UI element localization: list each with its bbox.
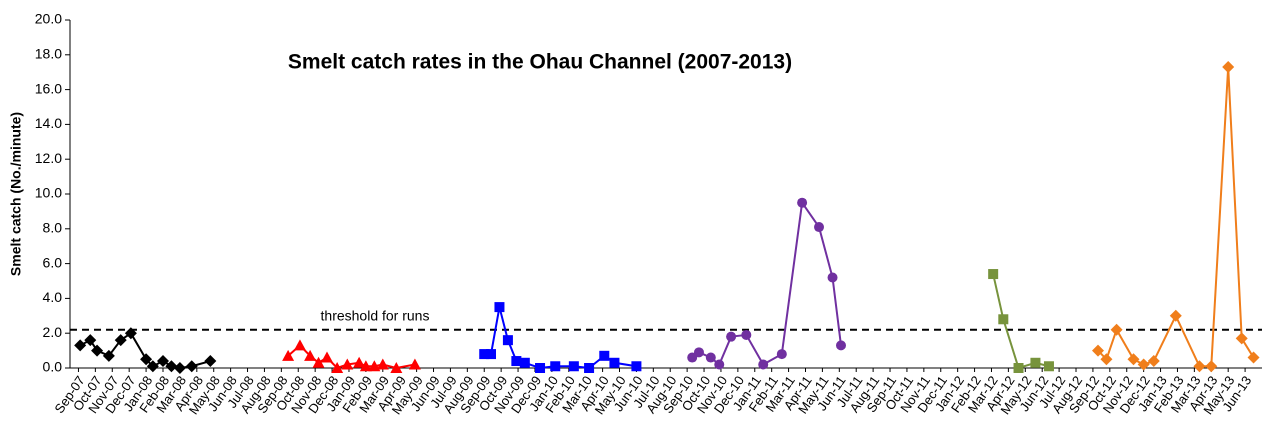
data-point	[741, 329, 752, 340]
data-point	[353, 356, 366, 368]
data-point	[827, 272, 838, 283]
data-point	[599, 350, 610, 361]
data-point	[114, 334, 127, 347]
y-tick-label: 6.0	[43, 254, 63, 270]
data-point	[341, 358, 354, 370]
data-point	[146, 360, 159, 373]
data-point	[486, 349, 497, 360]
data-point	[173, 362, 186, 374]
data-point	[835, 340, 846, 351]
data-point	[320, 351, 333, 363]
y-tick-label: 8.0	[43, 220, 63, 236]
data-point	[1091, 344, 1104, 357]
y-tick-label: 0.0	[43, 359, 63, 375]
threshold-label: threshold for runs	[321, 307, 430, 323]
data-point	[550, 361, 561, 372]
data-point	[511, 356, 522, 367]
data-point	[1013, 363, 1024, 373]
data-point	[693, 347, 704, 358]
data-point	[479, 349, 490, 360]
data-point	[1247, 351, 1260, 364]
y-tick-label: 20.0	[35, 11, 62, 27]
y-tick-label: 10.0	[35, 185, 62, 201]
data-point	[74, 339, 87, 352]
data-point	[1222, 60, 1235, 73]
data-point	[1147, 355, 1160, 368]
y-tick-label: 2.0	[43, 324, 63, 340]
data-point	[714, 359, 725, 370]
data-point	[568, 361, 579, 372]
data-point	[156, 355, 169, 368]
data-point	[502, 335, 513, 346]
data-point	[204, 355, 217, 368]
data-point	[185, 360, 198, 373]
data-point	[1169, 309, 1182, 322]
data-point	[535, 363, 546, 373]
y-tick-label: 14.0	[35, 115, 62, 131]
data-point	[988, 269, 999, 280]
data-point	[631, 361, 642, 372]
data-point	[519, 357, 530, 368]
data-point	[1030, 357, 1041, 368]
data-point	[705, 352, 716, 363]
data-point	[140, 353, 153, 366]
y-axis-label: Smelt catch (No./minute)	[8, 112, 24, 276]
data-point	[124, 327, 137, 340]
data-point	[331, 362, 344, 373]
data-point	[1127, 353, 1140, 366]
y-tick-label: 4.0	[43, 289, 63, 305]
data-point	[494, 302, 505, 313]
series-line	[1097, 66, 1255, 368]
chart-title: Smelt catch rates in the Ohau Channel (2…	[288, 51, 792, 74]
data-point	[584, 363, 595, 373]
data-point	[758, 359, 769, 370]
data-point	[1205, 360, 1218, 373]
data-point	[1043, 361, 1054, 372]
data-point	[1110, 323, 1123, 336]
data-point	[376, 358, 389, 370]
data-point	[408, 358, 421, 370]
data-point	[282, 349, 295, 361]
data-point	[998, 314, 1009, 325]
data-point	[165, 360, 178, 373]
data-point	[84, 334, 97, 347]
data-point	[293, 339, 306, 351]
data-point	[1235, 332, 1248, 345]
data-point	[814, 222, 825, 233]
data-point	[609, 357, 620, 368]
y-tick-label: 16.0	[35, 80, 62, 96]
data-point	[1137, 358, 1150, 371]
data-point	[359, 360, 372, 372]
data-point	[1100, 353, 1113, 366]
data-point	[390, 362, 403, 373]
data-point	[304, 349, 317, 361]
y-tick-label: 18.0	[35, 46, 62, 62]
data-point	[687, 352, 698, 363]
data-point	[776, 349, 787, 360]
data-point	[91, 344, 104, 357]
data-point	[102, 349, 115, 362]
y-tick-label: 12.0	[35, 150, 62, 166]
data-point	[1193, 360, 1206, 373]
data-point	[726, 331, 737, 342]
data-point	[312, 356, 325, 368]
data-point	[368, 360, 381, 372]
data-point	[797, 197, 808, 208]
